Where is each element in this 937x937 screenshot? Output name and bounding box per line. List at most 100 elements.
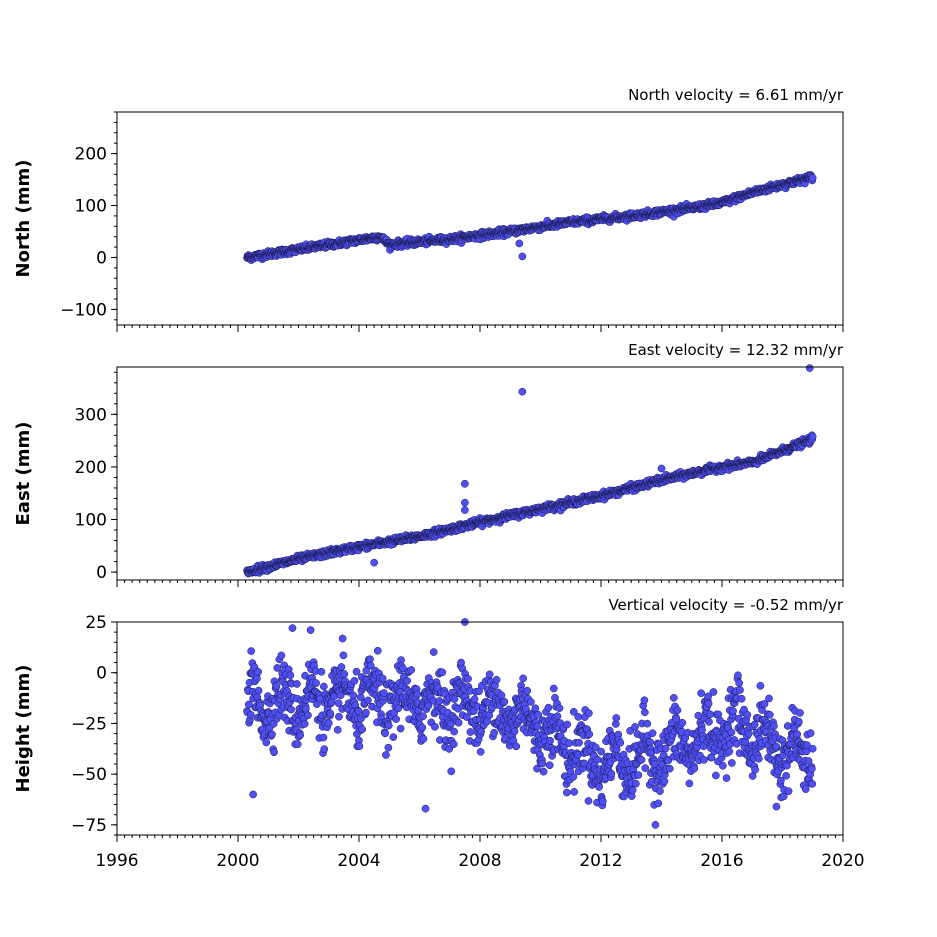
outlier-point: [515, 239, 524, 248]
data-point: [685, 779, 694, 788]
data-point: [277, 651, 286, 660]
data-point: [304, 711, 312, 720]
data-point: [570, 788, 579, 796]
outlier-point: [461, 498, 469, 507]
data-point: [533, 722, 542, 731]
data-point: [808, 764, 816, 773]
data-point: [287, 705, 296, 714]
data-point: [544, 703, 553, 712]
y-tick-label: 300: [75, 405, 107, 425]
y-axis-label: North (mm): [13, 160, 34, 278]
data-point: [381, 729, 389, 738]
data-point: [500, 697, 509, 706]
data-point: [712, 771, 720, 780]
data-point: [339, 651, 348, 660]
data-point: [750, 720, 759, 729]
data-point: [632, 779, 640, 788]
data-point: [247, 647, 256, 655]
x-tick-label: 2004: [337, 851, 380, 871]
data-point: [808, 744, 817, 753]
data-point: [584, 797, 593, 805]
data-point: [549, 684, 558, 693]
data-point: [512, 742, 521, 751]
data-point: [312, 679, 320, 687]
panel-2: −75 −50 −25 0 25 1996 2000 2004 2008 2012 2016 2020…: [13, 596, 865, 871]
data-point: [419, 712, 427, 721]
data-point: [418, 723, 427, 732]
y-tick-label: 200: [75, 458, 107, 478]
data-point: [362, 708, 370, 717]
data-point: [317, 667, 326, 676]
data-point: [338, 634, 347, 643]
data-point: [784, 787, 793, 796]
data-point: [634, 771, 643, 779]
data-point: [435, 697, 444, 705]
data-point: [531, 704, 540, 713]
outlier-point: [461, 506, 469, 514]
data-point: [801, 785, 810, 793]
data-point: [454, 718, 463, 727]
data-point: [523, 686, 532, 695]
y-tick-label: −25: [71, 714, 107, 734]
series-points: [243, 618, 817, 829]
panel-title: East velocity = 12.32 mm/yr: [628, 341, 844, 359]
data-point: [673, 706, 682, 715]
data-point: [396, 724, 405, 733]
data-point: [727, 759, 736, 767]
data-point: [555, 704, 564, 713]
data-point: [569, 772, 578, 781]
y-tick-label: −100: [60, 300, 107, 320]
data-point: [756, 681, 765, 690]
data-point: [326, 709, 335, 718]
data-point: [253, 674, 261, 683]
data-point: [744, 730, 753, 738]
data-point: [704, 699, 713, 708]
data-point: [595, 783, 603, 791]
data-point: [648, 729, 657, 738]
outlier-point: [288, 624, 297, 632]
data-point: [449, 740, 458, 749]
data-point: [545, 761, 554, 770]
y-tick-label: 0: [96, 664, 107, 684]
data-point: [320, 745, 329, 754]
data-point: [510, 727, 519, 736]
data-point: [593, 755, 602, 764]
panel-1: 0 100 200 300 East velocity = 12.32 mm/yr Eas…: [13, 341, 844, 587]
data-point: [637, 755, 646, 764]
data-point: [656, 787, 664, 795]
data-point: [490, 728, 498, 737]
data-point: [793, 730, 802, 739]
data-point: [690, 764, 699, 773]
data-point: [262, 738, 271, 747]
data-point: [300, 720, 309, 728]
data-point: [640, 708, 649, 717]
y-axis-label: Height (mm): [13, 665, 34, 793]
data-point: [378, 674, 387, 683]
data-point: [355, 742, 364, 751]
data-point: [565, 739, 574, 747]
data-point: [641, 764, 650, 772]
y-tick-label: 200: [75, 145, 107, 165]
data-point: [286, 671, 295, 680]
data-point: [725, 747, 734, 756]
data-point: [340, 670, 349, 678]
data-point: [373, 646, 382, 655]
data-point: [772, 742, 781, 751]
data-point: [616, 738, 625, 747]
data-point: [665, 764, 674, 773]
data-point: [538, 759, 547, 768]
data-point: [293, 740, 302, 749]
data-point: [718, 761, 727, 770]
data-point: [736, 686, 744, 694]
outlier-point: [249, 790, 257, 799]
data-point: [320, 682, 328, 691]
data-point: [464, 674, 472, 683]
data-point: [553, 712, 562, 720]
data-point: [574, 713, 583, 721]
data-point: [706, 710, 715, 719]
x-tick-label: 2016: [700, 851, 743, 871]
data-point: [296, 731, 305, 740]
data-point: [268, 730, 276, 739]
data-point: [751, 765, 759, 774]
outlier-point: [518, 252, 527, 261]
